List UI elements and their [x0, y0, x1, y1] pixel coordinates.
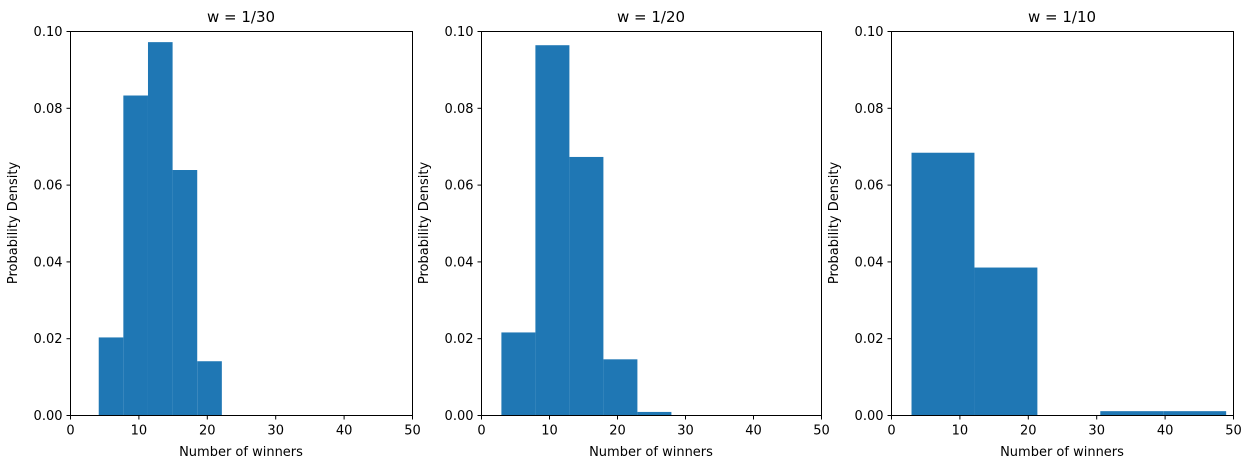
- histogram-bar: [1163, 411, 1227, 415]
- y-axis-label: Probability Density: [417, 162, 432, 285]
- y-tick-label: 0.04: [855, 255, 884, 270]
- plot-frame: [70, 31, 413, 416]
- y-tick-label: 0.06: [34, 179, 63, 194]
- x-tick-label: 40: [745, 424, 762, 439]
- y-tick-label: 0.04: [34, 255, 63, 270]
- x-axis-label: Number of winners: [1000, 445, 1124, 460]
- y-tick-label: 0.08: [34, 102, 63, 117]
- histogram-bar: [501, 332, 536, 415]
- histogram-bar: [974, 267, 1038, 415]
- x-tick-label: 10: [131, 424, 148, 439]
- y-tick-label: 0.00: [34, 409, 63, 424]
- y-tick-label: 0.02: [855, 332, 884, 347]
- chart-title: w = 1/30: [207, 8, 275, 26]
- y-tick-label: 0.10: [34, 25, 63, 40]
- y-tick-label: 0.02: [34, 332, 63, 347]
- plot-frame: [891, 31, 1234, 416]
- x-tick-label: 30: [1088, 424, 1105, 439]
- histogram-bar: [535, 45, 570, 416]
- x-tick-label: 50: [1225, 424, 1242, 439]
- histogram-bar: [911, 152, 975, 416]
- histogram-bar: [1100, 411, 1164, 415]
- y-tick-label: 0.06: [855, 179, 884, 194]
- y-axis-label: Probability Density: [827, 162, 842, 285]
- histogram-bar: [147, 42, 173, 415]
- histogram-bar: [98, 337, 124, 415]
- histogram-bar: [637, 411, 672, 415]
- y-tick-label: 0.02: [445, 332, 474, 347]
- histogram-bar: [197, 361, 222, 415]
- y-tick-label: 0.00: [855, 409, 884, 424]
- x-tick-label: 10: [952, 424, 969, 439]
- x-axis-label: Number of winners: [179, 445, 303, 460]
- x-tick-label: 0: [477, 424, 485, 439]
- y-tick-label: 0.08: [445, 102, 474, 117]
- histogram-bar: [172, 170, 198, 415]
- histogram-bar: [123, 95, 148, 415]
- y-tick-label: 0.08: [855, 102, 884, 117]
- y-tick-label: 0.06: [445, 179, 474, 194]
- x-tick-label: 30: [677, 424, 694, 439]
- x-tick-label: 30: [267, 424, 284, 439]
- x-tick-label: 40: [1157, 424, 1174, 439]
- x-tick-label: 10: [541, 424, 558, 439]
- chart-title: w = 1/10: [1028, 8, 1096, 26]
- chart-panel-1: 0 10 20 30 40 50 0.00 0.02 0.04 0.06 0.08 0.10 w = 1…: [6, 8, 421, 460]
- x-axis-label: Number of winners: [589, 445, 713, 460]
- x-tick-label: 50: [404, 424, 421, 439]
- histogram-bar: [569, 156, 604, 415]
- chart-title: w = 1/20: [617, 8, 685, 26]
- y-axis-label: Probability Density: [6, 162, 21, 285]
- y-tick-label: 0.04: [445, 255, 474, 270]
- x-tick-label: 40: [336, 424, 353, 439]
- x-tick-label: 20: [199, 424, 216, 439]
- x-tick-label: 50: [813, 424, 830, 439]
- histogram-bar: [603, 359, 638, 415]
- x-tick-label: 20: [1020, 424, 1037, 439]
- y-tick-label: 0.10: [445, 25, 474, 40]
- x-tick-label: 0: [66, 424, 74, 439]
- plot-frame: [481, 31, 822, 416]
- x-tick-label: 0: [887, 424, 895, 439]
- y-tick-label: 0.00: [445, 409, 474, 424]
- chart-panel-3: 0 10 20 30 40 50 0.00 0.02 0.04 0.06 0.08 0.10 w = 1…: [827, 8, 1242, 460]
- chart-panel-2: 0 10 20 30 40 50 0.00 0.02 0.04 0.06 0.08 0.10 w = 1…: [417, 8, 830, 460]
- x-tick-label: 20: [609, 424, 626, 439]
- y-tick-label: 0.10: [855, 25, 884, 40]
